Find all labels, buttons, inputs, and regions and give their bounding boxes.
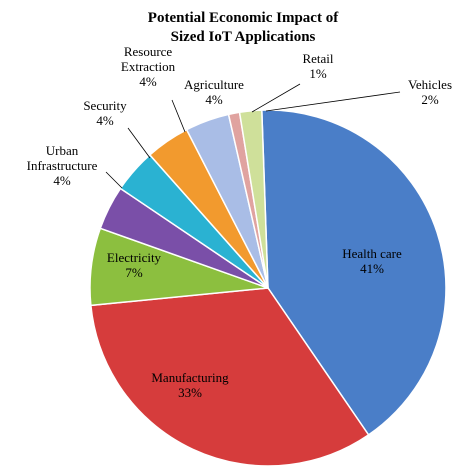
slice-vehicles xyxy=(238,109,269,289)
chart-title-line-1: Potential Economic Impact of xyxy=(148,10,339,26)
label-urban-infrastructure: Urban Infrastructure 4% xyxy=(27,143,98,188)
leader-urban-infrastructure xyxy=(105,171,123,189)
label-retail: Retail 1% xyxy=(302,51,333,81)
leader-vehicles xyxy=(265,91,401,112)
label-security: Security 4% xyxy=(83,98,127,128)
slice-labels: Health care 41% Manufacturing 33% Electricit… xyxy=(27,44,452,400)
leader-resource-extraction xyxy=(171,99,186,133)
label-manufacturing: Manufacturing 33% xyxy=(151,370,229,400)
chart-title-line-2: Sized IoT Applications xyxy=(171,29,316,45)
label-health-care: Health care 41% xyxy=(342,246,402,276)
label-electricity: Electricity 7% xyxy=(107,250,162,280)
slice-manufacturing xyxy=(90,287,370,467)
leader-security xyxy=(127,127,151,159)
leader-lines xyxy=(105,83,401,189)
label-agriculture: Agriculture 4% xyxy=(184,77,244,107)
pie-slices xyxy=(89,109,447,467)
label-vehicles: Vehicles 2% xyxy=(408,77,452,107)
label-resource-extraction: Resource Extraction 4% xyxy=(121,44,176,89)
slice-health-care xyxy=(261,109,447,436)
leader-retail xyxy=(251,83,301,113)
